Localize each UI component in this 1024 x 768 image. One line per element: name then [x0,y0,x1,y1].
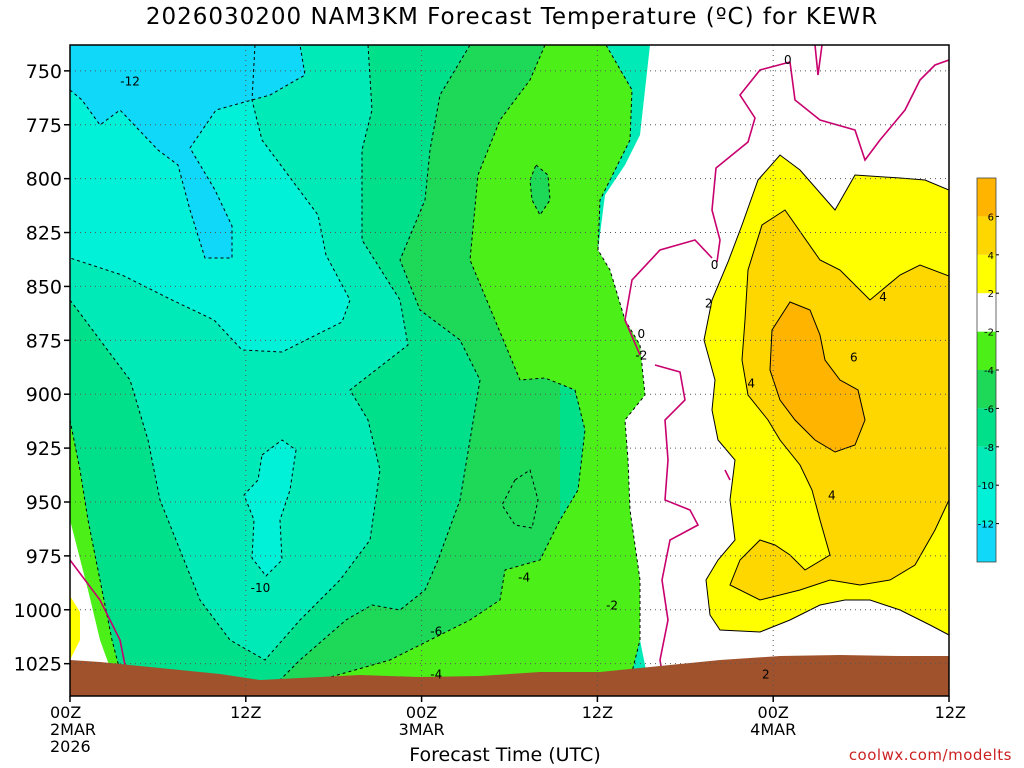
contour-label: 4 [747,376,755,390]
colorbar-swatch [977,293,996,332]
contour-label: -2 [635,348,647,362]
contour-label: 6 [850,351,858,365]
colorbar-swatch [977,178,996,217]
x-tick-date: 2MAR [50,720,96,739]
x-tick-year: 2026 [50,737,91,756]
colorbar-swatch [977,254,996,294]
band-yellow-corner [70,596,80,660]
y-tick-label: 800 [26,169,62,191]
y-tick-label: 900 [26,384,62,406]
band-island-minus6-a [530,165,550,215]
band-minus4-to-minus2 [320,45,645,680]
colorbar-label: -12 [978,520,994,531]
y-tick-label: 975 [26,546,62,568]
contour-label: -4 [430,667,442,681]
x-axis-title: Forecast Time (UTC) [409,744,601,766]
colorbar-swatch [977,216,996,255]
contour-label: -12 [120,75,140,89]
contour-label: -6 [430,624,442,638]
colorbar-label: -6 [984,404,994,415]
x-tick-label: 12Z [230,703,261,722]
zero-degree-lines [70,45,949,691]
band-minus14-to-minus12 [70,45,305,258]
contour-label: 4 [828,489,836,503]
contour-label: 4 [879,290,887,304]
colorbar: -12 -10 -8 -6 -4 -2 2 4 6 [976,177,999,563]
contour-label: 0 [711,258,719,272]
contour-label: 0 [784,53,792,67]
y-tick-label: 925 [26,438,62,460]
colorbar-swatch [977,331,996,370]
x-tick-label: 00Z [406,703,437,722]
band-island-minus6-b [502,470,538,528]
x-tick-date: 4MAR [750,720,796,739]
y-tick-label: 775 [26,115,62,137]
colorbar-swatch [977,523,996,562]
watermark: coolwx.com/modelts [848,746,1012,764]
y-tick-label: 850 [26,276,62,298]
y-tick-label: 875 [26,330,62,352]
contour-labels: -12 -10 -6 -4 -4 -2 -2 0 0 0 2 2 4 4 4 6 [120,53,887,681]
y-axis: 750 775 800 825 850 875 900 925 950 975 1000 1025 [14,61,70,676]
colorbar-label: -2 [984,328,994,339]
colorbar-label: -8 [984,443,994,454]
band-6-plus [770,302,865,452]
band-white-corner [70,520,118,690]
y-tick-label: 950 [26,492,62,514]
colorbar-label: 4 [988,251,994,262]
dashed-contours [70,45,646,691]
ground-layer [70,655,949,696]
x-tick-label: 00Z [50,703,81,722]
contour-label: -2 [606,598,618,612]
band-pocket-minus10 [244,440,296,576]
x-tick-label: 12Z [582,703,613,722]
contour-label: 2 [705,297,713,311]
colorbar-label: -4 [984,366,994,377]
y-tick-label: 1025 [14,654,62,676]
colorbar-swatch [977,370,996,409]
colorbar-label: 6 [988,212,994,223]
contour-label: -4 [518,570,530,584]
gridlines [70,45,949,696]
colorbar-swatch [977,446,996,486]
colorbar-label: 2 [988,289,994,300]
contour-label: 0 [638,327,646,341]
chart-title: 2026030200 NAM3KM Forecast Temperature (… [145,4,879,30]
contour-label: 2 [762,667,770,681]
x-tick-date: 3MAR [399,720,445,739]
y-tick-label: 1000 [14,600,62,622]
contour-fill-layer [70,45,949,696]
y-tick-label: 750 [26,61,62,83]
contour-label: -10 [251,581,271,595]
colorbar-swatch [977,485,996,524]
x-tick-label: 00Z [758,703,789,722]
colorbar-swatch [977,408,996,447]
plot-frame [69,44,950,697]
x-tick-label: 12Z [935,703,966,722]
colorbar-label: -10 [978,481,994,492]
y-tick-label: 825 [26,223,62,245]
